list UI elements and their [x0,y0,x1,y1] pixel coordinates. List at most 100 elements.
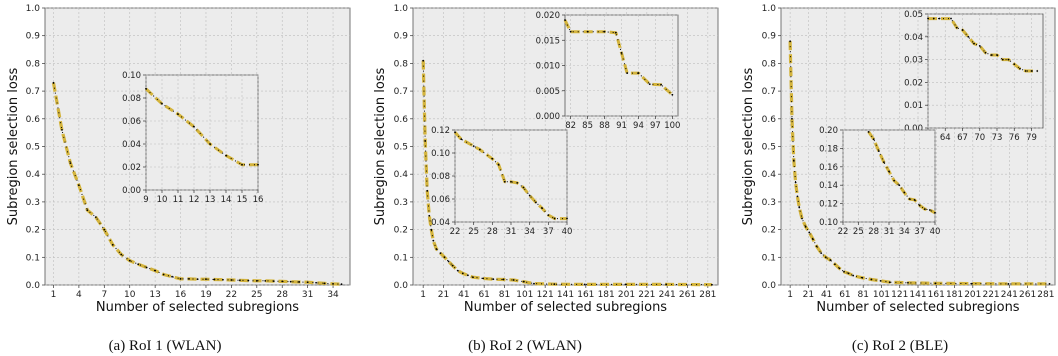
data-point [162,273,165,276]
x-tick-label: 97 [650,121,661,131]
data-point [306,281,309,284]
data-point [454,131,456,134]
y-tick-label: 0.010 [536,62,560,72]
x-tick-label: 181 [946,290,963,300]
data-point [145,87,147,90]
x-tick-label: 13 [149,290,160,300]
x-tick-label: 12 [189,195,200,205]
data-point [120,253,123,256]
x-tick-label: 61 [839,290,850,300]
data-point [861,276,864,279]
x-tick-label: 201 [964,290,981,300]
data-point [804,225,807,228]
x-tick-label: 41 [458,290,469,300]
x-tick-label: 40 [930,227,941,237]
y-tick-label: 0.8 [394,59,409,69]
data-point [1013,63,1016,66]
data-point [522,280,525,283]
y-axis-label: Subregion selection loss [373,67,388,225]
y-tick-label: 0.1 [394,253,408,263]
data-point [289,280,292,283]
data-point [547,214,550,217]
y-tick-label: 0.03 [904,56,923,66]
data-point [272,280,275,283]
data-point [209,143,211,145]
x-tick-label: 141 [909,290,926,300]
data-point [789,40,792,43]
data-point [422,59,425,62]
y-tick-label: 0.6 [394,115,409,125]
data-point [177,113,179,115]
data-point [918,204,921,207]
data-point [973,42,975,45]
y-tick-label: 0.0 [762,281,777,291]
x-tick-label: 81 [499,290,510,300]
x-tick-label: 100 [664,121,680,131]
data-point [154,269,157,272]
x-tick-label: 82 [565,121,576,131]
data-point [893,179,896,182]
y-tick-label: 0.9 [762,32,777,42]
data-point [1007,282,1010,285]
y-tick-label: 0.3 [26,198,40,208]
data-point [145,266,148,269]
data-point [332,282,334,285]
x-tick-label: 161 [928,290,945,300]
data-point [257,163,259,166]
data-point [315,281,318,284]
data-point [503,180,506,183]
y-tick-label: 0.10 [122,71,141,81]
data-point [978,45,981,47]
data-point [872,138,875,141]
x-axis-label: Number of selected subregions [464,300,667,315]
x-tick-label: 15 [237,195,248,205]
y-tick-label: 0.16 [819,163,838,173]
x-tick-label: 241 [1001,290,1018,300]
y-tick-label: 0.2 [394,226,408,236]
x-tick-label: 11 [173,195,184,205]
data-point [913,199,916,201]
data-point [950,17,952,20]
x-tick-label: 13 [205,195,216,205]
data-point [792,159,795,162]
data-point [970,282,973,285]
data-point [241,163,243,166]
y-tick-label: 0.000 [536,112,560,122]
data-point [1024,70,1027,72]
data-point [478,148,481,151]
data-point [898,184,901,187]
data-point [553,217,556,220]
data-point [923,208,926,211]
data-point [833,263,836,266]
panel-1-inset-1-background [145,74,259,191]
x-tick-label: 261 [1019,290,1036,300]
data-point [882,161,885,164]
data-point [205,278,207,281]
x-tick-label: 201 [618,290,635,300]
x-tick-label: 28 [276,290,288,300]
data-point [824,256,827,259]
x-tick-label: 41 [821,290,832,300]
x-tick-label: 31 [506,227,517,237]
x-tick-label: 16 [253,195,264,205]
series-line [867,130,936,215]
data-point [533,282,535,285]
x-tick-label: 121 [537,290,554,300]
data-point [447,260,450,263]
x-tick-label: 25 [853,227,864,237]
data-point [426,189,429,192]
data-point [111,243,114,246]
data-point [472,145,475,148]
data-point [340,283,343,286]
data-point [829,259,832,261]
data-point [179,278,182,280]
data-point [847,272,850,275]
x-tick-label: 64 [940,133,951,143]
y-tick-label: 0.3 [394,198,408,208]
x-tick-label: 31 [302,290,313,300]
y-tick-label: 0.14 [819,181,838,191]
data-point [69,162,72,165]
data-point [238,279,241,282]
data-point [323,282,326,285]
data-point [888,170,890,173]
